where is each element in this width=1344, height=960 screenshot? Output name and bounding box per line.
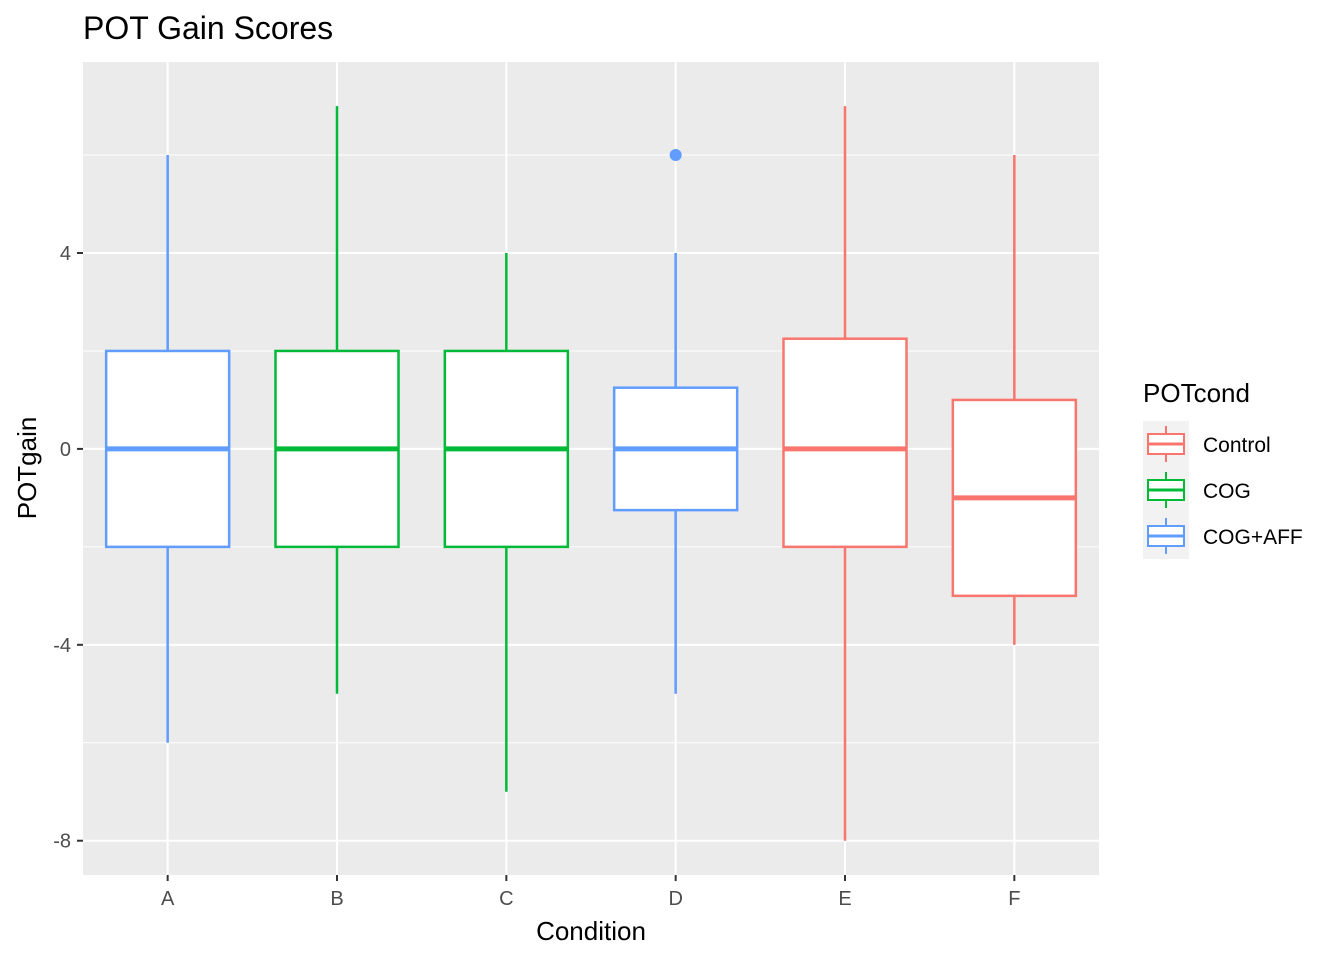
y-tick-label: 0 (60, 439, 71, 461)
box-layer (104, 106, 1078, 841)
y-axis-title: POTgain (12, 417, 42, 520)
chart-title: POT Gain Scores (83, 10, 333, 46)
x-tick-label: C (499, 888, 513, 910)
x-tick-label: A (161, 888, 175, 910)
box-f (951, 155, 1078, 645)
box-iqr (782, 337, 908, 549)
legend-item-cog: COG (1143, 467, 1251, 513)
y-tick-label: 4 (60, 243, 71, 265)
x-tick-label: E (838, 888, 851, 910)
box-c (443, 253, 570, 792)
plot-panel (83, 62, 1099, 875)
legend-label: COG (1203, 480, 1251, 503)
legend-item-cog-aff: COG+AFF (1143, 513, 1303, 559)
y-tick-label: -8 (53, 831, 71, 853)
x-tick-label: F (1008, 888, 1020, 910)
box-b (274, 106, 400, 694)
legend-label: COG+AFF (1203, 526, 1303, 549)
x-axis: A B C D E F (161, 875, 1020, 910)
box-a (104, 155, 231, 743)
legend-item-control: Control (1143, 421, 1271, 467)
outlier-point (669, 149, 682, 162)
box-e (782, 106, 908, 841)
x-axis-title: Condition (536, 916, 646, 946)
legend-label: Control (1203, 434, 1271, 457)
y-axis: -8 -4 0 4 (53, 243, 83, 853)
x-tick-label: B (330, 888, 343, 910)
box-d (612, 149, 739, 694)
x-tick-label: D (668, 888, 682, 910)
legend-title: POTcond (1143, 378, 1250, 408)
legend: POTcond Control COG COG+AFF (1143, 378, 1303, 559)
y-tick-label: -4 (53, 635, 71, 657)
